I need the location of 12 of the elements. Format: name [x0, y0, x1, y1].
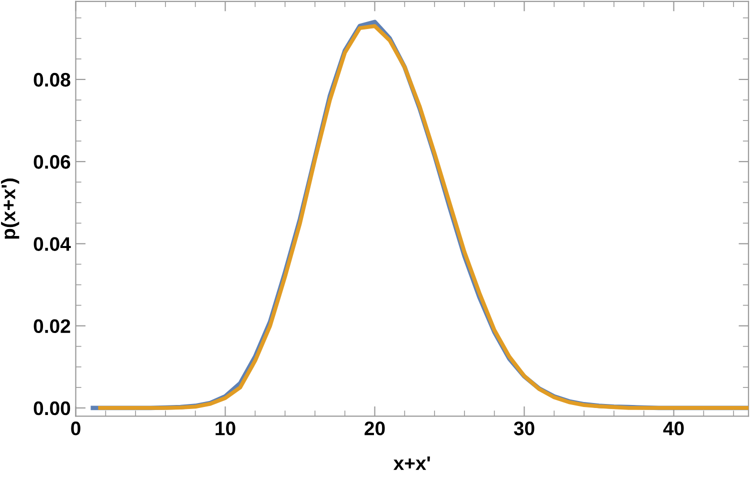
- x-tick-label: 0: [71, 422, 80, 436]
- x-axis-title: x+x': [393, 456, 430, 470]
- y-tick-label: 0.04: [34, 237, 71, 251]
- y-tick-label: 0.02: [34, 319, 70, 334]
- x-tick-label: 20: [364, 422, 385, 436]
- y-tick-label: 0.08: [34, 72, 70, 87]
- x-tick-label: 30: [514, 422, 534, 436]
- x-tick-label: 10: [216, 422, 236, 436]
- y-tick-label: 0.06: [34, 155, 70, 169]
- x-tick-label: 40: [663, 422, 684, 436]
- y-axis-title: p(x+x'): [1, 178, 20, 239]
- y-tick-label: 0.00: [34, 401, 70, 416]
